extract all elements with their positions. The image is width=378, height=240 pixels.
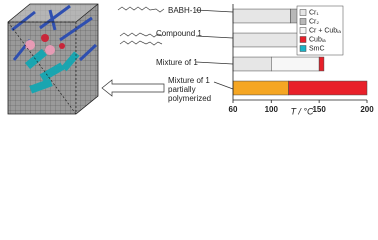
figure: T / °C 60 100 150 200 Cr₁ Cr₂ Cr + Cubᵢₐ Cubᵢₐ S… <box>0 0 378 117</box>
legend-label: SmC <box>309 45 325 52</box>
category-label: Mixture of 1 <box>156 58 198 67</box>
bar-segment <box>288 80 368 96</box>
x-axis-title: T / °C <box>290 106 314 116</box>
category-label: Compound 1 <box>156 29 202 38</box>
bar-segment <box>232 8 291 24</box>
chart: T / °C 60 100 150 200 Cr₁ Cr₂ Cr + Cubᵢₐ Cubᵢₐ S… <box>7 3 374 116</box>
legend-swatch <box>299 9 307 16</box>
x-tick-label: 200 <box>360 105 374 114</box>
legend-label: Cr₁ <box>309 9 319 16</box>
legend-swatch <box>299 36 307 43</box>
bar-segment <box>232 32 304 48</box>
bar-segment <box>318 56 325 72</box>
legend-swatch <box>299 18 307 25</box>
x-tick-label: 150 <box>312 105 326 114</box>
category-label: BABH-10 <box>168 6 202 15</box>
category-label: Mixture of 1 partially polymerized <box>168 76 212 103</box>
legend-label: Cr₂ <box>309 18 319 25</box>
bar-segment <box>232 56 272 72</box>
illustration <box>7 3 99 116</box>
bar-segment <box>232 80 289 96</box>
legend-swatch <box>299 27 307 34</box>
x-tick-label: 60 <box>229 105 238 114</box>
molecule-sketch <box>117 6 165 46</box>
legend-label: Cubᵢₐ <box>309 36 326 43</box>
bar-segment <box>271 56 320 72</box>
connector <box>101 9 234 97</box>
legend-label: Cr + Cubᵢₐ <box>309 27 341 34</box>
legend-swatch <box>299 45 307 52</box>
x-tick-label: 100 <box>265 105 279 114</box>
